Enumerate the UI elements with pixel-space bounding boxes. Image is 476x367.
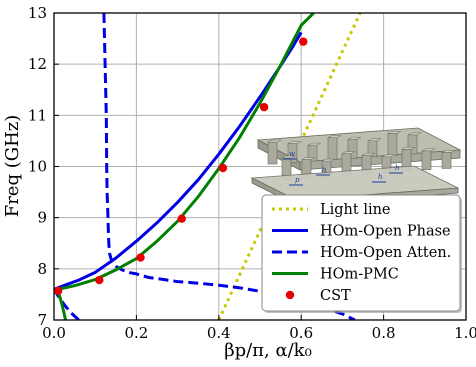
svg-text:w: w (289, 150, 295, 158)
x-tick-label: 0.6 (289, 324, 313, 342)
legend: Light line HOm-Open Phase HOm-Open Atten. H… (261, 194, 462, 313)
y-tick-label: 12 (28, 55, 47, 73)
y-tick-label: 11 (28, 106, 47, 124)
cst-marker (177, 214, 186, 223)
x-tick-label: 0.4 (207, 324, 231, 342)
x-tick-label: 0.2 (124, 324, 148, 342)
legend-label-hom-pmc: HOm-PMC (320, 267, 399, 283)
hom-open-atten-line (102, 13, 356, 320)
y-tick-label: 8 (37, 260, 47, 278)
hom-pmc-line (56, 290, 67, 320)
svg-text:h: h (322, 166, 327, 174)
svg-text:h: h (378, 173, 383, 181)
legend-label-hom-open-phase: HOm-Open Phase (320, 224, 451, 240)
y-tick-label: 10 (28, 158, 47, 176)
cst-marker (259, 102, 269, 112)
y-tick-label: 13 (28, 4, 47, 22)
legend-label-light-line: Light line (320, 202, 391, 218)
legend-box (261, 194, 461, 312)
x-tick-label: 1.0 (454, 324, 476, 342)
x-tick-label: 0.0 (42, 324, 66, 342)
cst-marker (136, 253, 145, 262)
x-tick-label: 0.8 (372, 324, 396, 342)
cst-marker (218, 163, 228, 173)
y-tick-label: 9 (37, 209, 47, 227)
axis-ticks: 0.0 0.2 0.4 0.6 0.8 1.0 7 8 9 10 11 12 13 (28, 4, 476, 342)
cst-marker (54, 286, 63, 296)
y-axis-label: Freq (GHz) (2, 115, 23, 218)
svg-text:h: h (395, 164, 400, 172)
legend-label-cst: CST (320, 288, 351, 304)
svg-text:p: p (295, 176, 300, 184)
cst-marker (299, 37, 308, 46)
legend-swatch-cst (285, 290, 295, 300)
y-tick-label: 7 (37, 311, 47, 329)
legend-label-hom-open-atten: HOm-Open Atten. (320, 245, 451, 261)
x-axis-label: βp/π, α/k₀ (224, 340, 312, 361)
cst-marker (95, 275, 104, 285)
